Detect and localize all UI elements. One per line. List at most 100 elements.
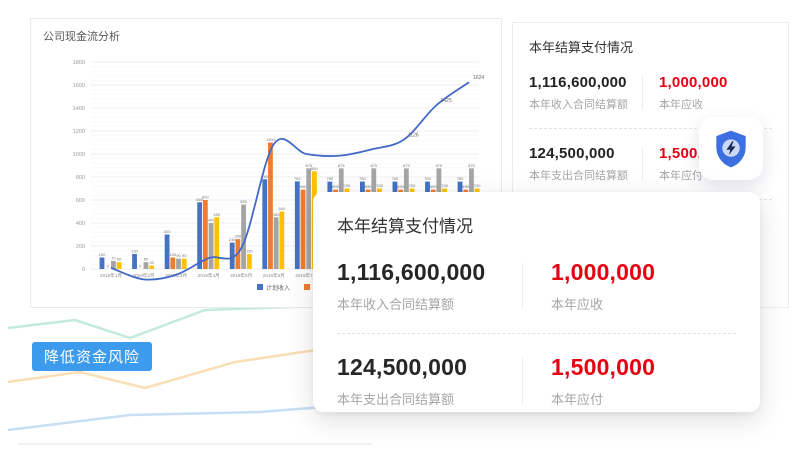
popup-receivable-value: 1,000,000 <box>551 259 656 285</box>
popup-income-settled-label: 本年收入合同结算额 <box>337 297 455 312</box>
svg-text:690: 690 <box>397 184 404 189</box>
svg-text:875: 875 <box>436 163 443 168</box>
svg-text:700: 700 <box>441 183 448 188</box>
svg-text:0: 0 <box>139 264 142 269</box>
svg-text:600: 600 <box>202 195 209 200</box>
svg-text:500: 500 <box>279 206 286 211</box>
svg-text:2019年7月: 2019年7月 <box>295 272 317 279</box>
settlement-popup: 本年结算支付情况 1,116,600,000 本年收入合同结算额 1,000,0… <box>313 192 760 412</box>
popup-row-expense: 124,500,000 本年支出合同结算额 1,500,000 本年应付 <box>337 348 736 414</box>
panel-receivable-label: 本年应收 <box>659 99 703 111</box>
settlement-panel-title: 本年结算支付情况 <box>529 40 634 55</box>
svg-text:580: 580 <box>196 197 203 202</box>
svg-text:0: 0 <box>82 267 85 273</box>
popup-row-income: 1,116,600,000 本年收入合同结算额 1,000,000 本年应收 <box>337 253 736 319</box>
svg-text:762: 762 <box>294 176 301 181</box>
svg-text:1624: 1624 <box>473 75 484 81</box>
svg-text:计划收入: 计划收入 <box>266 284 290 292</box>
svg-text:1126: 1126 <box>408 133 419 139</box>
svg-text:690: 690 <box>365 184 372 189</box>
svg-text:260: 260 <box>235 234 242 239</box>
svg-text:690: 690 <box>300 184 307 189</box>
svg-text:760: 760 <box>327 176 334 181</box>
svg-text:690: 690 <box>430 184 437 189</box>
svg-text:2019年5月: 2019年5月 <box>230 272 252 279</box>
svg-text:0: 0 <box>107 264 110 269</box>
svg-text:100: 100 <box>169 252 176 257</box>
svg-text:450: 450 <box>213 212 220 217</box>
svg-text:700: 700 <box>409 183 416 188</box>
panel-payable-label: 本年应付 <box>659 170 703 182</box>
svg-text:560: 560 <box>240 199 247 204</box>
popup-expense-settled-value: 124,500,000 <box>337 354 468 380</box>
svg-text:2019年6月: 2019年6月 <box>263 272 285 279</box>
shield-badge-card <box>699 117 763 180</box>
popup-income-settled: 1,116,600,000 本年收入合同结算额 <box>337 253 522 319</box>
svg-text:2019年1月: 2019年1月 <box>100 272 122 279</box>
popup-expense-settled-label: 本年支出合同结算额 <box>337 392 455 407</box>
svg-text:700: 700 <box>344 183 351 188</box>
svg-text:690: 690 <box>332 184 339 189</box>
panel-income-settled: 1,116,600,000 本年收入合同结算额 <box>529 68 642 118</box>
svg-text:90: 90 <box>176 253 181 258</box>
svg-text:875: 875 <box>403 163 410 168</box>
svg-text:2019年2月: 2019年2月 <box>133 272 155 279</box>
popup-income-settled-value: 1,116,600,000 <box>337 259 486 285</box>
panel-expense-settled-value: 124,500,000 <box>529 145 615 162</box>
svg-text:230: 230 <box>229 237 236 242</box>
svg-text:1600: 1600 <box>73 83 85 89</box>
popup-divider <box>522 263 523 309</box>
panel-income-settled-value: 1,116,600,000 <box>529 74 627 91</box>
svg-text:600: 600 <box>76 198 85 204</box>
svg-text:700: 700 <box>376 183 383 188</box>
panel-separator <box>529 128 772 129</box>
panel-expense-settled: 124,500,000 本年支出合同结算额 <box>529 139 642 189</box>
panel-divider <box>642 147 643 181</box>
panel-row-income: 1,116,600,000 本年收入合同结算额 1,000,000 本年应收 <box>529 68 772 118</box>
cashflow-card-title: 公司现金流分析 <box>43 31 120 43</box>
svg-text:400: 400 <box>208 218 215 223</box>
shield-lightning-icon <box>716 130 746 167</box>
svg-text:450: 450 <box>273 212 280 217</box>
svg-text:30: 30 <box>149 260 154 265</box>
svg-text:400: 400 <box>76 221 85 227</box>
risk-chip[interactable]: 降低资金风险 <box>32 342 153 371</box>
svg-text:1000: 1000 <box>73 152 85 158</box>
svg-text:100: 100 <box>99 252 106 257</box>
svg-text:690: 690 <box>462 184 469 189</box>
svg-text:1800: 1800 <box>73 60 85 66</box>
svg-text:760: 760 <box>424 176 431 181</box>
svg-text:60: 60 <box>117 257 122 262</box>
lightning-bolt-icon <box>726 140 736 155</box>
panel-receivable: 1,000,000 本年应收 <box>643 68 772 118</box>
svg-text:875: 875 <box>305 163 312 168</box>
svg-text:700: 700 <box>474 183 481 188</box>
panel-expense-settled-label: 本年支出合同结算额 <box>529 170 628 182</box>
svg-text:800: 800 <box>76 175 85 181</box>
popup-payable: 1,500,000 本年应付 <box>523 348 736 414</box>
svg-text:2019年4月: 2019年4月 <box>198 272 220 279</box>
popup-receivable: 1,000,000 本年应收 <box>523 253 736 319</box>
svg-text:780: 780 <box>261 174 268 179</box>
panel-receivable-value: 1,000,000 <box>659 74 728 91</box>
svg-text:1425: 1425 <box>441 98 452 104</box>
panel-income-settled-label: 本年收入合同结算额 <box>529 99 628 111</box>
svg-text:1100: 1100 <box>266 137 275 142</box>
svg-text:875: 875 <box>338 163 345 168</box>
svg-text:760: 760 <box>359 176 366 181</box>
popup-payable-value: 1,500,000 <box>551 354 656 380</box>
svg-text:60: 60 <box>144 257 149 262</box>
svg-text:850: 850 <box>311 166 318 171</box>
panel-divider <box>642 76 643 110</box>
svg-text:1200: 1200 <box>73 129 85 135</box>
svg-text:875: 875 <box>370 163 377 168</box>
popup-divider <box>522 358 523 404</box>
svg-text:70: 70 <box>111 255 116 260</box>
svg-text:130: 130 <box>131 249 138 254</box>
svg-text:130: 130 <box>246 249 253 254</box>
svg-text:760: 760 <box>457 176 464 181</box>
svg-text:1400: 1400 <box>73 106 85 112</box>
svg-text:300: 300 <box>164 229 171 234</box>
popup-receivable-label: 本年应收 <box>551 297 604 312</box>
